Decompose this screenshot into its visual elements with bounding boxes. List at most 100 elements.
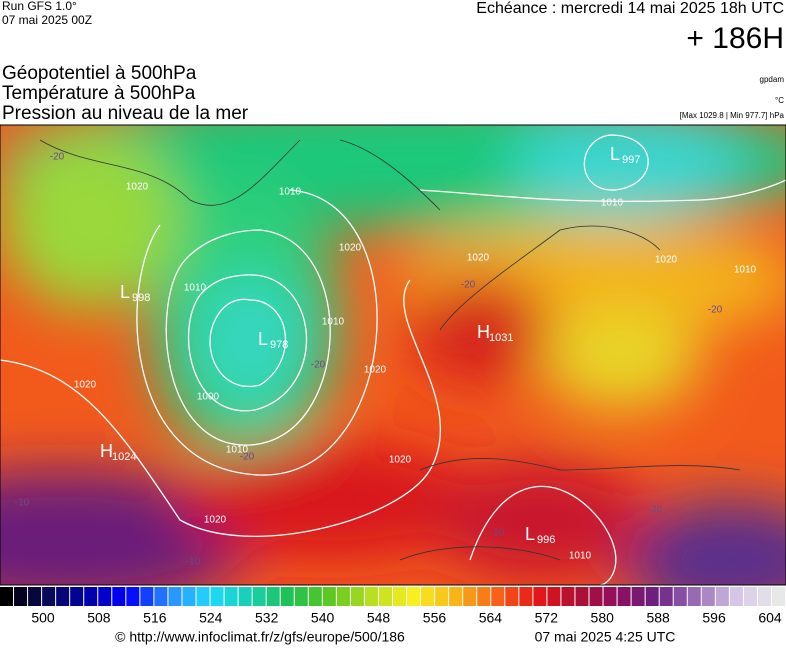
unit-label: °C — [775, 96, 784, 105]
colorbar-swatch — [575, 587, 589, 606]
colorbar-label: 604 — [758, 610, 782, 626]
colorbar-swatch — [645, 587, 659, 606]
colorbar-label: 556 — [423, 610, 447, 626]
temperature-label: -20 — [708, 305, 723, 316]
temperature-label: -10 — [186, 557, 201, 568]
isobar-label: 1010 — [322, 317, 345, 328]
isobar-label: 1020 — [467, 253, 490, 264]
colorbar-swatch — [477, 587, 491, 606]
colorbar-swatch — [421, 587, 435, 606]
colorbar-swatch — [154, 587, 168, 606]
unit-label: gpdam — [760, 75, 785, 84]
colorbar-swatch — [393, 587, 407, 606]
center-value: 998 — [132, 292, 150, 304]
colorbar-swatch — [252, 587, 266, 606]
temperature-label: -20 — [461, 280, 476, 291]
center-value: 996 — [537, 534, 555, 546]
isobar-label: 1020 — [339, 243, 362, 254]
colorbar-label: 524 — [199, 610, 223, 626]
run-date: 07 mai 2025 00Z — [2, 13, 92, 27]
isobar-label: 1010 — [601, 198, 624, 209]
isobar-label: 1020 — [364, 365, 387, 376]
run-label: Run GFS 1.0° — [2, 0, 77, 13]
colorbar: 500 508 516 524 532 540 548 556 564 572 580 588 596 6… — [0, 587, 785, 626]
valid-time: Echéance : mercredi 14 mai 2025 18h UTC — [476, 0, 784, 17]
colorbar-swatch — [771, 587, 785, 606]
colorbar-swatch — [112, 587, 126, 606]
isobar-label: 1010 — [734, 265, 757, 276]
colorbar-swatch — [589, 587, 603, 606]
colorbar-swatch — [126, 587, 140, 606]
colorbar-swatch — [729, 587, 743, 606]
center-letter: L — [120, 282, 130, 302]
colorbar-swatch — [196, 587, 210, 606]
colorbar-swatch — [407, 587, 421, 606]
colorbar-swatch — [463, 587, 477, 606]
temperature-label: -10 — [15, 498, 30, 509]
colorbar-swatch — [715, 587, 729, 606]
isobar-label: 1020 — [74, 380, 97, 391]
colorbar-swatch — [0, 587, 14, 606]
colorbar-swatch — [631, 587, 645, 606]
colorbar-label: 508 — [87, 610, 111, 626]
center-letter: L — [610, 144, 620, 164]
isobars — [0, 134, 786, 585]
colorbar-label: 564 — [479, 610, 503, 626]
colorbar-label: 540 — [311, 610, 335, 626]
center-letter: L — [525, 524, 535, 544]
colorbar-swatch — [280, 587, 294, 606]
colorbar-swatch — [449, 587, 463, 606]
colorbar-label: 580 — [591, 610, 615, 626]
colorbar-swatch — [56, 587, 70, 606]
colorbar-swatch — [617, 587, 631, 606]
colorbar-swatch — [322, 587, 336, 606]
isobar-label: 1010 — [184, 283, 207, 294]
isobar-label: 1010 — [569, 551, 592, 562]
temperature-label: -20 — [240, 452, 255, 463]
isobar-label: 1020 — [655, 255, 678, 266]
temperature-label: -20 — [311, 360, 326, 371]
colorbar-swatch — [547, 587, 561, 606]
colorbar-swatch — [336, 587, 350, 606]
title-line: Pression au niveau de la mer — [2, 103, 249, 124]
colorbar-label: 532 — [255, 610, 279, 626]
colorbar-label: 572 — [535, 610, 559, 626]
colorbar-swatch — [308, 587, 322, 606]
colorbar-swatch — [98, 587, 112, 606]
colorbar-swatch — [70, 587, 84, 606]
colorbar-swatch — [14, 587, 28, 606]
colorbar-swatch — [505, 587, 519, 606]
map-field — [0, 125, 786, 585]
center-letter: H — [100, 441, 113, 461]
colorbar-swatch — [757, 587, 771, 606]
colorbar-swatch — [28, 587, 42, 606]
colorbar-swatch — [266, 587, 280, 606]
temperature-label: -20 — [648, 505, 663, 516]
colorbar-swatch — [224, 587, 238, 606]
center-value: 997 — [622, 154, 640, 166]
colorbar-label: 500 — [31, 610, 55, 626]
colorbar-swatch — [140, 587, 154, 606]
colorbar-swatch — [364, 587, 378, 606]
colorbar-swatch — [182, 587, 196, 606]
colorbar-swatch — [673, 587, 687, 606]
colorbar-swatch — [435, 587, 449, 606]
generated-time: 07 mai 2025 4:25 UTC — [535, 629, 676, 645]
temperature-label: -10 — [490, 528, 505, 539]
center-value: 1024 — [112, 451, 136, 463]
center-letter: L — [258, 329, 268, 349]
isobar-label: 1020 — [204, 515, 227, 526]
colorbar-swatch — [561, 587, 575, 606]
colorbar-swatch — [378, 587, 392, 606]
colorbar-swatch — [42, 587, 56, 606]
colorbar-label: 596 — [702, 610, 726, 626]
colorbar-swatch — [519, 587, 533, 606]
isobar-label: 1020 — [389, 455, 412, 466]
colorbar-label: 548 — [367, 610, 391, 626]
colorbar-label: 516 — [143, 610, 167, 626]
lead-time: + 186H — [686, 22, 784, 55]
colorbar-swatch — [350, 587, 364, 606]
center-letter: H — [477, 322, 490, 342]
title-line: Géopotentiel à 500hPa — [2, 63, 197, 84]
map-frame — [0, 124, 786, 586]
